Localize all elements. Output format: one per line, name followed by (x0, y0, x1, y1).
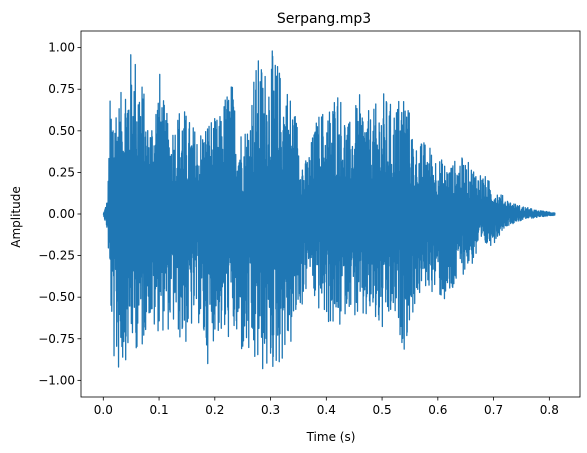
y-tick-label: 0.75 (48, 82, 75, 96)
x-tick-label: 0.7 (484, 403, 503, 417)
y-tick-label: 1.00 (48, 41, 75, 55)
waveform-series-line (103, 51, 555, 369)
x-tick-label: 0.8 (540, 403, 559, 417)
x-axis: 0.0 0.1 0.2 0.3 0.4 0.5 0.6 0.7 0.8 (94, 397, 559, 417)
x-tick-label: 0.4 (317, 403, 336, 417)
plot-area (103, 51, 555, 369)
y-tick-label: 0.00 (48, 207, 75, 221)
y-tick-label: −1.00 (38, 373, 75, 387)
y-axis: −1.00 −0.75 −0.50 −0.25 0.00 0.25 0.50 0.75 1.00 (38, 41, 81, 388)
x-tick-label: 0.1 (150, 403, 169, 417)
x-tick-label: 0.3 (261, 403, 280, 417)
y-tick-label: −0.75 (38, 332, 75, 346)
y-tick-label: −0.25 (38, 249, 75, 263)
y-tick-label: 0.25 (48, 165, 75, 179)
chart-title: Serpang.mp3 (277, 11, 371, 27)
x-tick-label: 0.0 (94, 403, 113, 417)
y-tick-label: 0.50 (48, 124, 75, 138)
x-tick-label: 0.6 (428, 403, 447, 417)
x-axis-label: Time (s) (306, 430, 356, 444)
x-tick-label: 0.2 (205, 403, 224, 417)
y-tick-label: −0.50 (38, 290, 75, 304)
x-tick-label: 0.5 (373, 403, 392, 417)
y-axis-label: Amplitude (9, 186, 23, 248)
